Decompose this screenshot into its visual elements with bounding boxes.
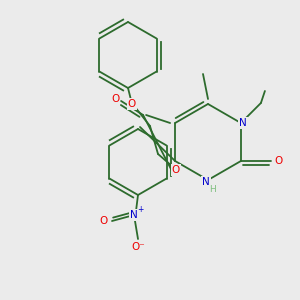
- Text: O: O: [100, 216, 108, 226]
- Text: O: O: [111, 94, 119, 104]
- Text: +: +: [137, 206, 143, 214]
- Text: O: O: [275, 156, 283, 166]
- Text: O: O: [128, 99, 136, 109]
- Text: N: N: [202, 177, 210, 187]
- Text: H: H: [208, 185, 215, 194]
- Text: O⁻: O⁻: [131, 242, 145, 252]
- Text: N: N: [239, 118, 247, 128]
- Text: N: N: [130, 210, 138, 220]
- Text: O: O: [172, 165, 180, 175]
